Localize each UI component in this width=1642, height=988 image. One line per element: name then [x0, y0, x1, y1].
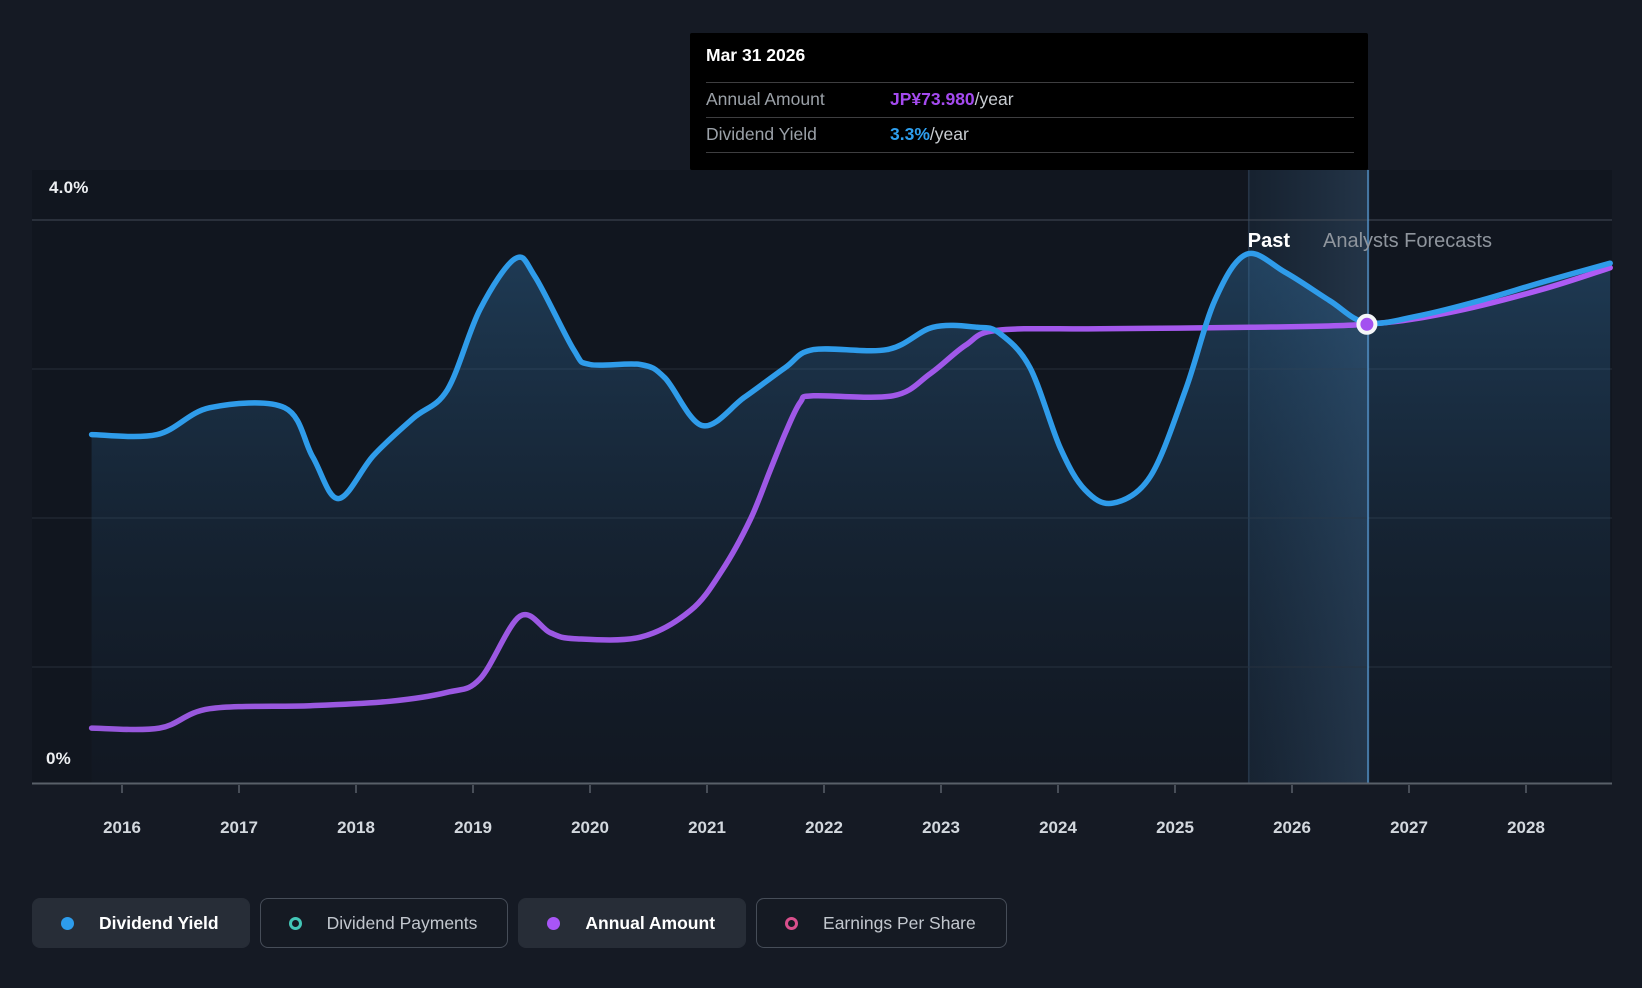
legend-label: Dividend Payments	[326, 912, 478, 933]
dividend-payments-ring-icon	[288, 916, 302, 930]
x-axis-label: 2026	[1273, 818, 1311, 837]
legend-label: Annual Amount	[585, 912, 716, 933]
earnings-per-share-ring-icon	[785, 916, 799, 930]
y-axis-label-bottom: 0%	[46, 749, 71, 768]
x-axis-label: 2027	[1390, 818, 1428, 837]
x-axis-label: 2023	[922, 818, 960, 837]
x-axis-label: 2019	[454, 818, 492, 837]
tooltip-suffix-annual-amount: /year	[974, 89, 1014, 109]
x-axis-label: 2028	[1507, 818, 1545, 837]
legend-button-dividend-payments[interactable]: Dividend Payments	[259, 898, 509, 948]
tooltip-row-dividend-yield: Dividend Yield 3.3% /year	[706, 117, 1354, 152]
tooltip-divider	[706, 82, 1354, 83]
past-label: Past	[1247, 230, 1290, 252]
hover-marker-dot	[1356, 313, 1378, 335]
series-lines	[88, 250, 1613, 733]
legend-label: Dividend Yield	[99, 912, 219, 933]
legend-label: Earnings Per Share	[823, 912, 976, 933]
tooltip-row-annual-amount: Annual Amount JP¥73.980 /year	[706, 82, 1354, 117]
chart-tooltip: Mar 31 2026 Annual Amount JP¥73.980 /yea…	[690, 33, 1368, 170]
dividend-yield-area	[91, 253, 1611, 784]
x-axis-label: 2021	[688, 818, 726, 837]
dividend-yield-dot-icon	[61, 916, 74, 930]
tooltip-date: Mar 31 2026	[706, 45, 806, 65]
x-axis-label: 2022	[805, 818, 843, 837]
tooltip-divider	[706, 117, 1354, 118]
tooltip-label-dividend-yield: Dividend Yield	[706, 124, 817, 144]
tooltip-value-annual-amount: JP¥73.980	[890, 89, 975, 109]
tooltip-value-dividend-yield: 3.3%	[890, 124, 930, 144]
x-axis-label: 2016	[103, 818, 141, 837]
tooltip-label-annual-amount: Annual Amount	[706, 89, 825, 109]
chart-legend: Dividend Yield Dividend Payments Annual …	[32, 898, 1007, 948]
x-axis-label: 2017	[220, 818, 258, 837]
x-axis-label: 2020	[571, 818, 609, 837]
legend-button-dividend-yield[interactable]: Dividend Yield	[32, 898, 250, 948]
x-axis-label: 2025	[1156, 818, 1194, 837]
x-axis-label: 2024	[1039, 818, 1077, 837]
y-axis-label-top: 4.0%	[49, 178, 89, 197]
legend-button-earnings-per-share[interactable]: Earnings Per Share	[756, 898, 1007, 948]
annual-amount-dot-icon	[547, 916, 561, 930]
tooltip-suffix-dividend-yield: /year	[929, 124, 969, 144]
analysts-forecasts-label: Analysts Forecasts	[1323, 230, 1492, 252]
tooltip-divider	[706, 152, 1354, 153]
x-axis-label: 2018	[337, 818, 375, 837]
legend-button-annual-amount[interactable]: Annual Amount	[518, 898, 747, 948]
x-axis	[32, 782, 1612, 793]
